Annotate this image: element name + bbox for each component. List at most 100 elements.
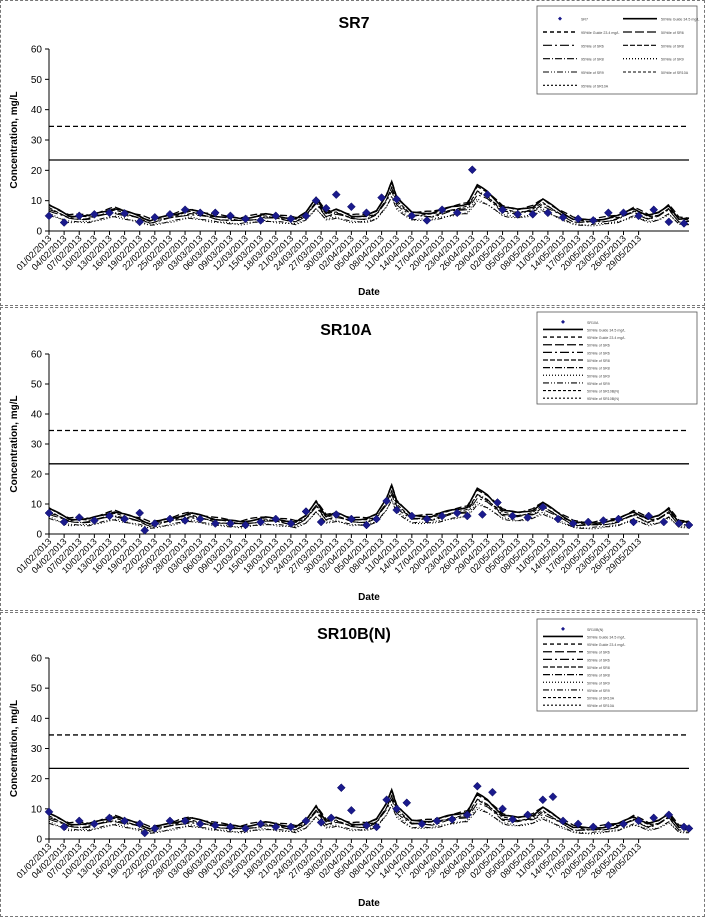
data-point xyxy=(598,516,608,525)
data-point xyxy=(59,218,69,227)
data-point xyxy=(90,516,99,525)
legend xyxy=(536,618,698,712)
data-point xyxy=(210,519,220,528)
percentile-trend-line xyxy=(48,787,690,829)
data-point xyxy=(301,507,311,516)
data-point xyxy=(513,209,523,219)
legend-label: 95%ile of SR8 xyxy=(581,58,604,62)
y-tick-label: 30 xyxy=(31,440,43,451)
data-point xyxy=(150,519,160,528)
data-point xyxy=(180,816,190,826)
data-point xyxy=(331,510,341,519)
data-point xyxy=(105,208,114,218)
data-point xyxy=(684,520,694,530)
data-point xyxy=(210,821,220,830)
data-point xyxy=(226,822,235,832)
data-point xyxy=(659,517,669,527)
data-point xyxy=(135,217,145,227)
data-point xyxy=(664,810,674,820)
data-point xyxy=(573,214,583,224)
data-point xyxy=(634,211,643,221)
data-point xyxy=(498,205,507,215)
y-tick-label: 60 xyxy=(31,654,43,665)
y-tick-label: 50 xyxy=(31,684,43,695)
data-point xyxy=(195,208,205,218)
legend-label: 95%ile of SR10A xyxy=(581,84,609,88)
data-point xyxy=(120,816,129,826)
legend-label: 95%ile of SR9 xyxy=(587,689,610,693)
percentile-trend-line xyxy=(48,499,690,529)
data-point xyxy=(447,815,457,824)
data-point xyxy=(316,818,326,827)
data-point xyxy=(382,496,391,506)
x-axis-label: Date xyxy=(358,287,380,298)
legend-label: 50%ile of SR10B(N) xyxy=(587,390,619,394)
data-point xyxy=(165,209,175,219)
data-point xyxy=(135,819,145,829)
data-point xyxy=(336,783,346,793)
data-point xyxy=(180,205,190,215)
chart-title: SR10B(N) xyxy=(317,626,391,643)
legend-label: 95%ile of SR8 xyxy=(587,674,610,678)
legend-label: SR10A xyxy=(587,321,599,325)
legend-label: 95%ile of SR9 xyxy=(587,382,610,386)
data-point xyxy=(644,511,654,521)
data-point xyxy=(508,511,517,521)
y-tick-label: 50 xyxy=(31,380,43,391)
legend-label: 95%ile of SR6 xyxy=(587,351,610,355)
y-axis-label: Concentration, mg/L xyxy=(9,91,20,188)
data-point xyxy=(105,813,114,823)
data-point xyxy=(528,209,538,219)
legend-label: 95%ile Guide 23.4 mg/L xyxy=(587,643,625,647)
data-point xyxy=(422,514,432,524)
data-point xyxy=(210,208,220,218)
legend-label: 50%ile Guide 34.5 mg/L xyxy=(587,635,625,639)
y-tick-label: 0 xyxy=(36,530,42,541)
data-point xyxy=(629,517,638,527)
data-point xyxy=(422,216,432,225)
legend-label: 95%ile of SR6 xyxy=(581,44,604,48)
data-point xyxy=(392,804,402,814)
data-point xyxy=(90,209,99,219)
chart-panel-sr7: SR7 0 10 20 30 40 50 60 Concentration, mg/L 01/02… xyxy=(0,0,705,306)
data-point xyxy=(588,822,598,832)
data-point xyxy=(573,819,583,829)
data-point xyxy=(472,781,482,791)
percentile-trend-line xyxy=(48,189,690,224)
data-point xyxy=(44,807,54,817)
y-axis-label: Concentration, mg/L xyxy=(9,700,20,797)
legend-label: 50%ile of SR6 xyxy=(587,651,610,655)
data-point xyxy=(195,819,205,829)
legend xyxy=(536,5,698,95)
data-point xyxy=(619,819,628,829)
data-point xyxy=(195,514,205,524)
y-tick-label: 30 xyxy=(31,744,43,755)
legend-label: 50%ile of SR10A xyxy=(661,71,689,75)
legend-label: SR10B(N) xyxy=(587,628,603,632)
data-point xyxy=(619,208,628,218)
data-point xyxy=(452,208,462,218)
data-point xyxy=(74,513,84,522)
data-point xyxy=(523,513,533,522)
data-point xyxy=(402,798,412,808)
data-point xyxy=(347,805,356,815)
chart-panel-sr10a: SR10A 0 10 20 30 40 50 60 Concentration, mg/L 01/… xyxy=(0,307,705,611)
data-point xyxy=(140,526,150,535)
data-point xyxy=(604,208,613,218)
y-tick-label: 40 xyxy=(31,105,43,116)
x-axis-label: Date xyxy=(358,592,380,603)
data-point xyxy=(362,208,371,218)
data-point xyxy=(437,511,447,521)
y-tick-label: 0 xyxy=(36,835,42,846)
legend-marker xyxy=(561,319,565,324)
chart-svg-sr10bn: SR10B(N) 0 10 20 30 40 50 60 Concentration, mg/L… xyxy=(9,618,698,909)
data-point xyxy=(180,516,190,525)
legend-label: 95%ile of SR10A xyxy=(587,704,615,708)
y-tick-label: 40 xyxy=(31,714,43,725)
data-point xyxy=(226,211,235,221)
y-tick-label: 30 xyxy=(31,136,43,147)
y-tick-label: 20 xyxy=(31,470,43,481)
data-point xyxy=(523,810,533,820)
data-point xyxy=(558,816,568,826)
